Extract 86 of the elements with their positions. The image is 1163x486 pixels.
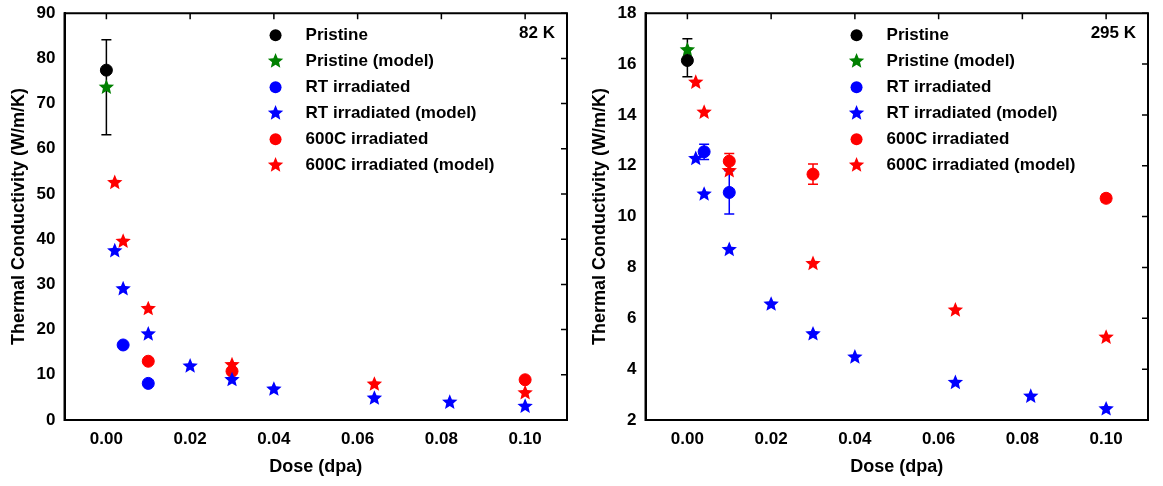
y-tick-label: 90 [36, 2, 56, 22]
legend-label: Pristine (model) [886, 50, 1016, 70]
y-tick-label: 80 [36, 48, 56, 68]
annotation: 82 K [519, 23, 556, 43]
x-tick-label: 0.06 [341, 428, 375, 448]
legend-label: 600C irradiated (model) [886, 154, 1076, 174]
point [696, 104, 712, 119]
point [1098, 400, 1114, 416]
point [805, 255, 821, 271]
y-tick-label: 6 [627, 307, 637, 327]
x-tick-label: 0.08 [1005, 428, 1039, 448]
y-tick-label: 12 [617, 155, 637, 175]
legend-label: RT irradiated [886, 76, 992, 96]
point [517, 384, 533, 400]
point [518, 373, 532, 387]
legend-label: Pristine [305, 24, 368, 44]
point [182, 358, 198, 373]
y-tick-label: 18 [617, 2, 637, 22]
point [115, 233, 131, 249]
point [1023, 388, 1039, 403]
x-tick-label: 0.00 [89, 428, 123, 448]
point [688, 150, 704, 166]
y-tick-label: 10 [36, 364, 56, 384]
point [696, 186, 712, 201]
y-axis-title: Thermal Conductivity (W/m/K) [588, 88, 609, 346]
point [442, 394, 458, 409]
point [722, 185, 736, 199]
x-tick-label: 0.06 [922, 428, 956, 448]
point [224, 371, 240, 387]
point [266, 381, 282, 396]
legend-label: RT irradiated (model) [305, 102, 477, 122]
point [805, 325, 821, 341]
point [763, 296, 779, 311]
y-tick-label: 16 [617, 53, 637, 73]
point [847, 349, 863, 364]
legend-label: RT irradiated [305, 76, 411, 96]
annotation: 295 K [1090, 23, 1137, 43]
x-tick-label: 0.02 [754, 428, 788, 448]
x-tick-label: 0.10 [508, 428, 542, 448]
point [107, 242, 123, 258]
point [141, 354, 155, 368]
legend-label: Pristine [886, 24, 949, 44]
point [140, 300, 156, 316]
x-tick-label: 0.08 [424, 428, 458, 448]
x-tick-label: 0.10 [1089, 428, 1123, 448]
y-tick-label: 0 [46, 409, 56, 429]
x-axis-title: Dose (dpa) [850, 456, 944, 477]
point [116, 338, 130, 352]
point [721, 241, 737, 257]
legend-label: RT irradiated (model) [886, 102, 1058, 122]
y-tick-label: 2 [627, 409, 637, 429]
y-tick-label: 40 [36, 228, 56, 248]
point [107, 174, 123, 190]
point [115, 280, 131, 296]
x-tick-label: 0.04 [838, 428, 872, 448]
point [517, 398, 533, 413]
legend-label: Pristine (model) [305, 50, 435, 70]
legend-label: 600C irradiated (model) [305, 154, 495, 174]
point [1098, 329, 1114, 344]
point [806, 167, 820, 181]
point [366, 390, 383, 405]
y-tick-label: 60 [36, 138, 56, 158]
point [947, 302, 964, 317]
y-tick-label: 10 [617, 206, 637, 226]
legend-label: 600C irradiated [305, 128, 429, 148]
y-tick-label: 50 [36, 183, 56, 203]
y-tick-label: 30 [36, 274, 56, 294]
x-axis-title: Dose (dpa) [269, 456, 363, 477]
y-axis-title: Thermal Conductivity (W/m/K) [7, 88, 28, 346]
legend-label: 600C irradiated [886, 128, 1010, 148]
point [947, 374, 964, 390]
point [98, 79, 115, 94]
point [99, 63, 113, 77]
point [141, 376, 155, 390]
x-tick-label: 0.04 [257, 428, 291, 448]
point [366, 376, 383, 391]
point [688, 74, 704, 89]
x-tick-label: 0.02 [173, 428, 207, 448]
point [680, 53, 694, 67]
y-tick-label: 8 [627, 257, 637, 277]
x-tick-label: 0.00 [670, 428, 704, 448]
point [140, 326, 156, 341]
y-tick-label: 4 [627, 358, 638, 378]
y-tick-label: 70 [36, 93, 56, 113]
y-tick-label: 14 [617, 104, 638, 124]
y-tick-label: 20 [36, 319, 56, 339]
